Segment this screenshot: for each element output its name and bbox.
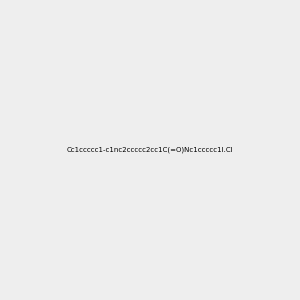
Text: Cc1ccccc1-c1nc2ccccc2cc1C(=O)Nc1ccccc1I.Cl: Cc1ccccc1-c1nc2ccccc2cc1C(=O)Nc1ccccc1I.… xyxy=(67,147,233,153)
